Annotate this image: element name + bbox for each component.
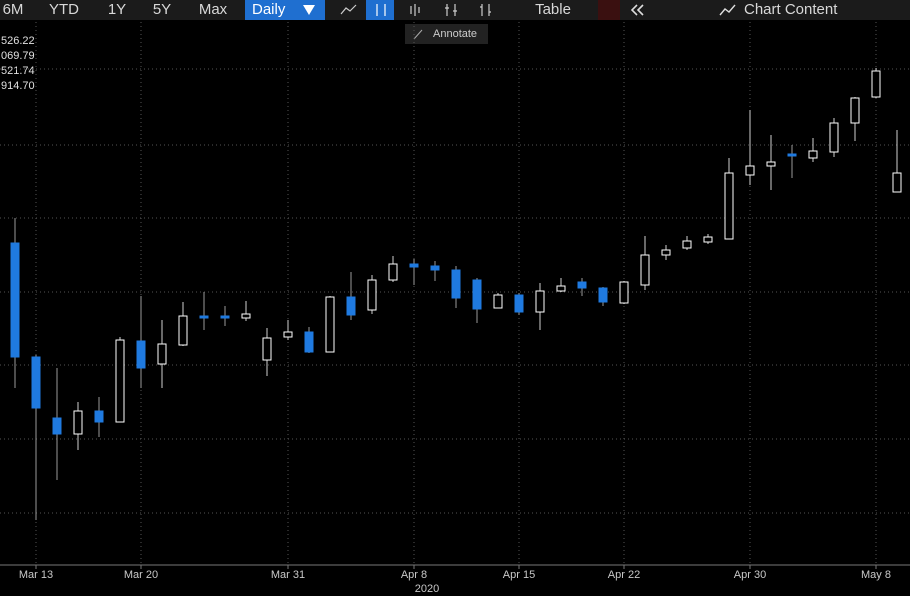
range-button[interactable]: Max: [199, 1, 228, 18]
candle-body: [598, 287, 608, 303]
legend-value: 526.22: [1, 35, 35, 47]
candle-body: [661, 249, 671, 256]
x-tick-label: Apr 30: [734, 569, 766, 581]
x-tick-label: Mar 13: [19, 569, 53, 581]
candle-body: [682, 240, 692, 249]
x-tick-label: Mar 20: [124, 569, 158, 581]
table-button[interactable]: Table: [535, 1, 571, 18]
range-buttons: 6M YTD 1Y 5Y Max: [3, 1, 228, 18]
candle-body: [871, 70, 881, 98]
chart-content-button[interactable]: Chart Content: [744, 1, 838, 18]
candle-body: [766, 161, 776, 167]
candle-body: [892, 172, 902, 193]
x-tick-label: Mar 31: [271, 569, 305, 581]
candle-body: [52, 417, 62, 435]
candle-body: [157, 343, 167, 365]
x-tick-label: May 8: [861, 569, 891, 581]
x-axis-label: 2020: [415, 583, 439, 595]
hlc-icon[interactable]: [480, 4, 491, 16]
candle-body: [808, 150, 818, 159]
candle-body: [115, 339, 125, 423]
candle-body: [409, 263, 419, 268]
range-button[interactable]: YTD: [49, 1, 79, 18]
candle-body: [535, 290, 545, 313]
candle-body: [94, 410, 104, 423]
candle-body: [619, 281, 629, 304]
candle-body: [262, 337, 272, 361]
candle-body: [703, 236, 713, 243]
x-tick-label: Apr 8: [401, 569, 427, 581]
candle-body: [556, 285, 566, 292]
candle-body: [493, 294, 503, 309]
collapse-icon[interactable]: [630, 4, 644, 16]
ohlc-icon[interactable]: [445, 4, 457, 16]
candle-body: [10, 242, 20, 358]
candle-body: [220, 315, 230, 319]
candle-body: [73, 410, 83, 435]
candle-body: [199, 315, 209, 319]
candle-body: [325, 296, 335, 353]
tooltip-text: Annotate: [433, 28, 477, 40]
candle-body: [640, 254, 650, 286]
range-button[interactable]: 5Y: [153, 1, 171, 18]
dropdown-arrow: [303, 5, 315, 15]
x-tick-label: Apr 22: [608, 569, 640, 581]
tooltip: [405, 24, 488, 44]
button-bg: [598, 0, 620, 20]
range-button[interactable]: 6M: [3, 1, 24, 18]
annotate-icon: [413, 29, 423, 40]
candle-body: [850, 97, 860, 124]
candle-body: [724, 172, 734, 240]
candle-body: [136, 340, 146, 369]
candle-body: [304, 331, 314, 353]
legend-value: 521.74: [1, 65, 35, 77]
candle-body: [367, 279, 377, 311]
candle-body: [829, 122, 839, 153]
x-tick-label: Apr 15: [503, 569, 535, 581]
chart-type-icons: [340, 0, 491, 20]
candle-icon-bg[interactable]: [366, 0, 394, 20]
interval-label[interactable]: Daily: [252, 1, 286, 18]
candle-body: [31, 356, 41, 409]
candle-body: [577, 281, 587, 289]
range-button[interactable]: 1Y: [108, 1, 126, 18]
candle-body: [388, 263, 398, 281]
legend-value: 914.70: [1, 80, 35, 92]
chart-content-icon: [719, 4, 736, 16]
candle-body: [451, 269, 461, 299]
candle-body: [241, 313, 251, 319]
candle-body: [514, 294, 524, 313]
candle-body: [283, 331, 293, 338]
line-icon[interactable]: [340, 4, 357, 15]
candle-icon[interactable]: [376, 4, 386, 16]
candle-body: [472, 279, 482, 310]
legend-value: 069.79: [1, 50, 35, 62]
candle-body: [745, 165, 755, 176]
candle-body: [346, 296, 356, 316]
candle-body: [787, 153, 797, 157]
candle-body: [178, 315, 188, 346]
bar-icon[interactable]: [410, 4, 420, 16]
candle-body: [430, 265, 440, 271]
